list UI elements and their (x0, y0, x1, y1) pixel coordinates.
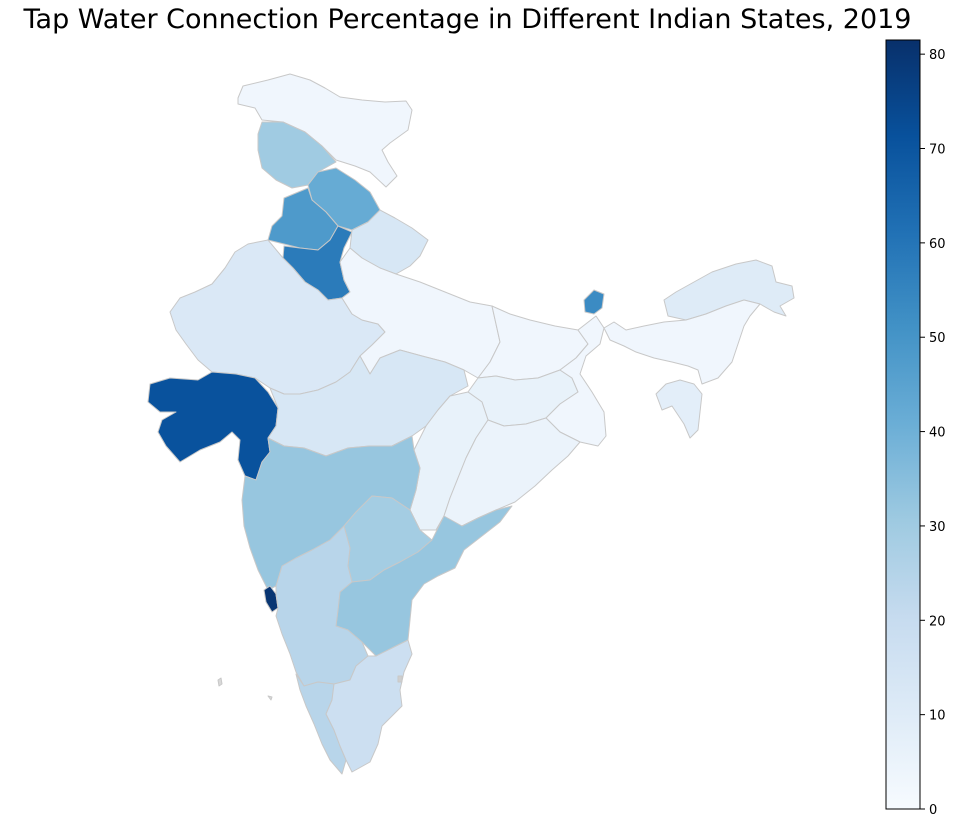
colorbar-tick-label: 10 (929, 709, 946, 724)
islands-puducherry (397, 675, 403, 683)
state-northeast-lower[interactable] (603, 299, 761, 385)
state-odisha[interactable] (443, 417, 581, 527)
state-gujarat[interactable] (147, 371, 279, 481)
colorbar-tick-label: 0 (929, 803, 937, 818)
map-title: Tap Water Connection Percentage in Diffe… (23, 4, 912, 35)
state-andhra-pradesh[interactable] (335, 505, 513, 657)
colorbar-tick-label: 70 (929, 143, 946, 158)
colorbar-tick-label: 20 (929, 614, 946, 629)
india-states (147, 73, 795, 775)
state-tamil-nadu[interactable] (325, 639, 413, 773)
state-sikkim[interactable] (583, 289, 605, 315)
colorbar-tick-label: 30 (929, 520, 946, 535)
colorbar-tick-label: 80 (929, 48, 946, 63)
colorbar: 0 10 20 30 40 50 60 70 80 (885, 39, 946, 818)
colorbar-tick-label: 50 (929, 331, 946, 346)
colorbar-ticks: 0 10 20 30 40 50 60 70 80 (920, 48, 946, 818)
state-west-bengal[interactable] (545, 315, 607, 447)
islands-lakshadweep (217, 677, 223, 687)
islands-minor (267, 695, 273, 701)
colorbar-tick-label: 60 (929, 237, 946, 252)
state-tripura-mizoram[interactable] (655, 379, 703, 439)
state-karnataka[interactable] (275, 525, 369, 687)
colorbar-tick-label: 40 (929, 426, 946, 441)
colorbar-gradient (885, 39, 921, 810)
